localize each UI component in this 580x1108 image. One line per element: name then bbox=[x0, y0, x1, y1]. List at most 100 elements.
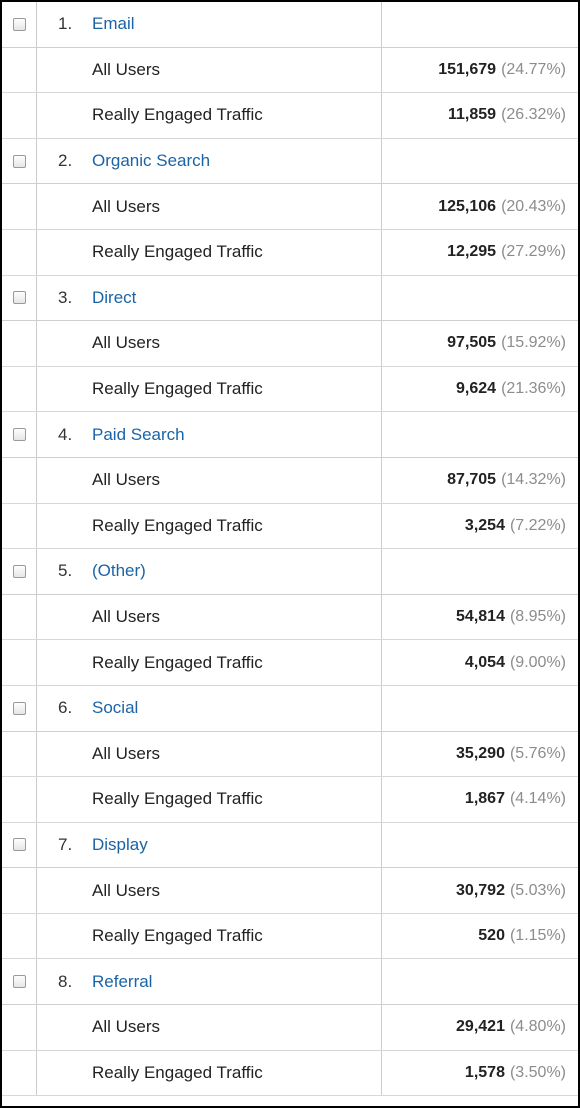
row-select-cell bbox=[2, 685, 37, 731]
channel-link[interactable]: Email bbox=[92, 14, 135, 34]
segment-label: Really Engaged Traffic bbox=[92, 105, 263, 125]
row-index: 2. bbox=[58, 151, 73, 171]
segment-label: All Users bbox=[92, 196, 161, 216]
row-checkbox[interactable] bbox=[12, 17, 26, 31]
segment-value-cell: 97,505 (15.92%) bbox=[382, 321, 578, 366]
channel-link[interactable]: Direct bbox=[92, 287, 137, 307]
segment-label-cell: Really Engaged Traffic bbox=[37, 93, 382, 138]
segment-percent: (3.50%) bbox=[509, 1063, 566, 1081]
segment-label: All Users bbox=[92, 59, 161, 79]
channel-label-cell: 6. Social bbox=[37, 685, 382, 731]
row-checkbox[interactable] bbox=[12, 564, 26, 578]
segment-percent: (24.77%) bbox=[501, 60, 566, 78]
channel-label-cell: 7. Display bbox=[37, 822, 382, 868]
segment-value-cell: 12,295 (27.29%) bbox=[382, 230, 578, 275]
segment-label-cell: All Users bbox=[37, 321, 382, 366]
segment-label-cell: All Users bbox=[37, 731, 382, 777]
segment-percent: (26.32%) bbox=[501, 106, 566, 124]
empty-check-cell bbox=[2, 731, 37, 777]
channel-row-direct: 3. Direct bbox=[2, 275, 578, 322]
channel-row-referral: 8. Referral bbox=[2, 959, 578, 1006]
channel-row-other: 5. (Other) bbox=[2, 549, 578, 595]
channel-value-cell bbox=[382, 549, 578, 594]
segment-value: 4,054 bbox=[464, 653, 505, 671]
segment-label-cell: Really Engaged Traffic bbox=[37, 503, 382, 549]
segment-label: Really Engaged Traffic bbox=[92, 1062, 263, 1082]
row-checkbox[interactable] bbox=[12, 291, 26, 305]
channel-link[interactable]: Social bbox=[92, 698, 139, 718]
channel-link[interactable]: (Other) bbox=[92, 561, 146, 581]
empty-check-cell bbox=[2, 1005, 37, 1050]
empty-check-cell bbox=[2, 457, 37, 503]
segment-row: All Users 29,421 (4.80%) bbox=[2, 1005, 578, 1051]
segment-value-cell: 1,867 (4.14%) bbox=[382, 777, 578, 822]
segment-value-cell: 54,814 (8.95%) bbox=[382, 595, 578, 640]
segment-row: Really Engaged Traffic 1,867 (4.14%) bbox=[2, 777, 578, 823]
segment-percent: (7.22%) bbox=[509, 516, 566, 534]
segment-percent: (1.15%) bbox=[509, 927, 566, 945]
segment-percent: (20.43%) bbox=[501, 197, 566, 215]
channel-link[interactable]: Paid Search bbox=[92, 424, 185, 444]
segment-percent: (9.00%) bbox=[509, 653, 566, 671]
segment-label-cell: Really Engaged Traffic bbox=[37, 229, 382, 275]
segment-value-cell: 3,254 (7.22%) bbox=[382, 504, 578, 549]
segment-label: All Users bbox=[92, 743, 161, 763]
segment-percent: (4.80%) bbox=[509, 1018, 566, 1036]
row-index: 6. bbox=[58, 698, 73, 718]
row-select-cell bbox=[2, 138, 37, 184]
channel-row-paid-search: 4. Paid Search bbox=[2, 412, 578, 458]
empty-check-cell bbox=[2, 321, 37, 366]
segment-percent: (5.03%) bbox=[509, 881, 566, 899]
segment-row: Really Engaged Traffic 3,254 (7.22%) bbox=[2, 503, 578, 550]
segment-row: Really Engaged Traffic 12,295 (27.29%) bbox=[2, 229, 578, 276]
segment-value: 1,578 bbox=[464, 1063, 505, 1081]
row-checkbox[interactable] bbox=[12, 975, 26, 989]
channel-value-cell bbox=[382, 823, 578, 868]
segment-value: 35,290 bbox=[456, 744, 505, 762]
row-index: 3. bbox=[58, 287, 73, 307]
segment-label: All Users bbox=[92, 333, 161, 353]
channel-value-cell bbox=[382, 139, 578, 184]
row-checkbox[interactable] bbox=[12, 428, 26, 442]
row-checkbox[interactable] bbox=[12, 838, 26, 852]
segment-label: Really Engaged Traffic bbox=[92, 926, 263, 946]
segment-value-cell: 35,290 (5.76%) bbox=[382, 732, 578, 777]
row-select-cell bbox=[2, 822, 37, 868]
segment-value: 11,859 bbox=[448, 106, 497, 124]
segment-percent: (4.14%) bbox=[509, 790, 566, 808]
empty-check-cell bbox=[2, 47, 37, 93]
row-index: 4. bbox=[58, 424, 73, 444]
segment-label-cell: Really Engaged Traffic bbox=[37, 640, 382, 685]
segment-label-cell: Really Engaged Traffic bbox=[37, 366, 382, 412]
empty-check-cell bbox=[2, 184, 37, 229]
row-checkbox[interactable] bbox=[12, 701, 26, 715]
segment-percent: (21.36%) bbox=[501, 380, 566, 398]
channel-row-organic-search: 2. Organic Search bbox=[2, 138, 578, 185]
segment-row: All Users 54,814 (8.95%) bbox=[2, 594, 578, 641]
segment-value: 54,814 bbox=[456, 608, 505, 626]
segment-value: 12,295 bbox=[447, 243, 497, 261]
channel-value-cell bbox=[382, 2, 578, 47]
segment-row: Really Engaged Traffic 520 (1.15%) bbox=[2, 913, 578, 960]
row-index: 1. bbox=[58, 14, 73, 34]
segment-label: All Users bbox=[92, 880, 161, 900]
channel-link[interactable]: Display bbox=[92, 834, 148, 854]
row-select-cell bbox=[2, 959, 37, 1005]
segment-label-cell: Really Engaged Traffic bbox=[37, 913, 382, 959]
segment-row: All Users 87,705 (14.32%) bbox=[2, 457, 578, 504]
segment-label-cell: All Users bbox=[37, 868, 382, 913]
channel-value-cell bbox=[382, 959, 578, 1004]
segment-percent: (5.76%) bbox=[509, 744, 566, 762]
channel-link[interactable]: Organic Search bbox=[92, 151, 211, 171]
segment-label-cell: All Users bbox=[37, 594, 382, 640]
segment-label: Really Engaged Traffic bbox=[92, 379, 263, 399]
empty-check-cell bbox=[2, 868, 37, 913]
segment-label-cell: All Users bbox=[37, 457, 382, 503]
row-checkbox[interactable] bbox=[12, 154, 26, 168]
row-index: 7. bbox=[58, 834, 73, 854]
channel-link[interactable]: Referral bbox=[92, 971, 153, 991]
row-select-cell bbox=[2, 2, 37, 47]
segment-label: Really Engaged Traffic bbox=[92, 652, 263, 672]
segment-percent: (15.92%) bbox=[501, 334, 566, 352]
segment-value: 151,679 bbox=[438, 60, 497, 78]
